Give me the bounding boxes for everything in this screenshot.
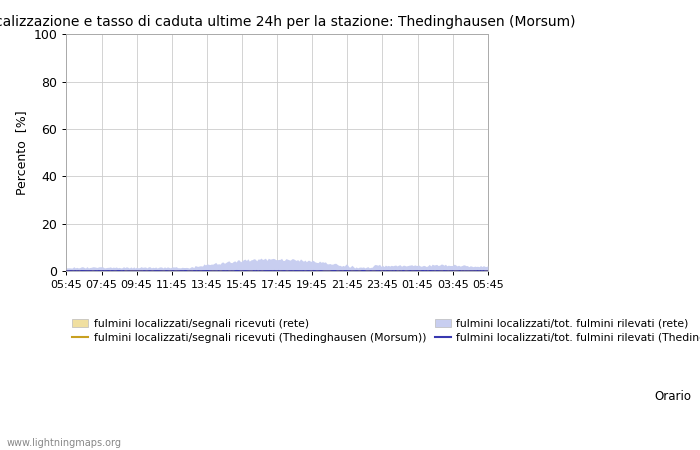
Y-axis label: Percento  [%]: Percento [%] <box>15 110 28 195</box>
Text: Orario: Orario <box>654 391 692 403</box>
Legend: fulmini localizzati/segnali ricevuti (rete), fulmini localizzati/segnali ricevut: fulmini localizzati/segnali ricevuti (re… <box>72 319 700 343</box>
Title: Localizzazione e tasso di caduta ultime 24h per la stazione: Thedinghausen (Mors: Localizzazione e tasso di caduta ultime … <box>0 15 575 29</box>
Text: www.lightningmaps.org: www.lightningmaps.org <box>7 438 122 448</box>
